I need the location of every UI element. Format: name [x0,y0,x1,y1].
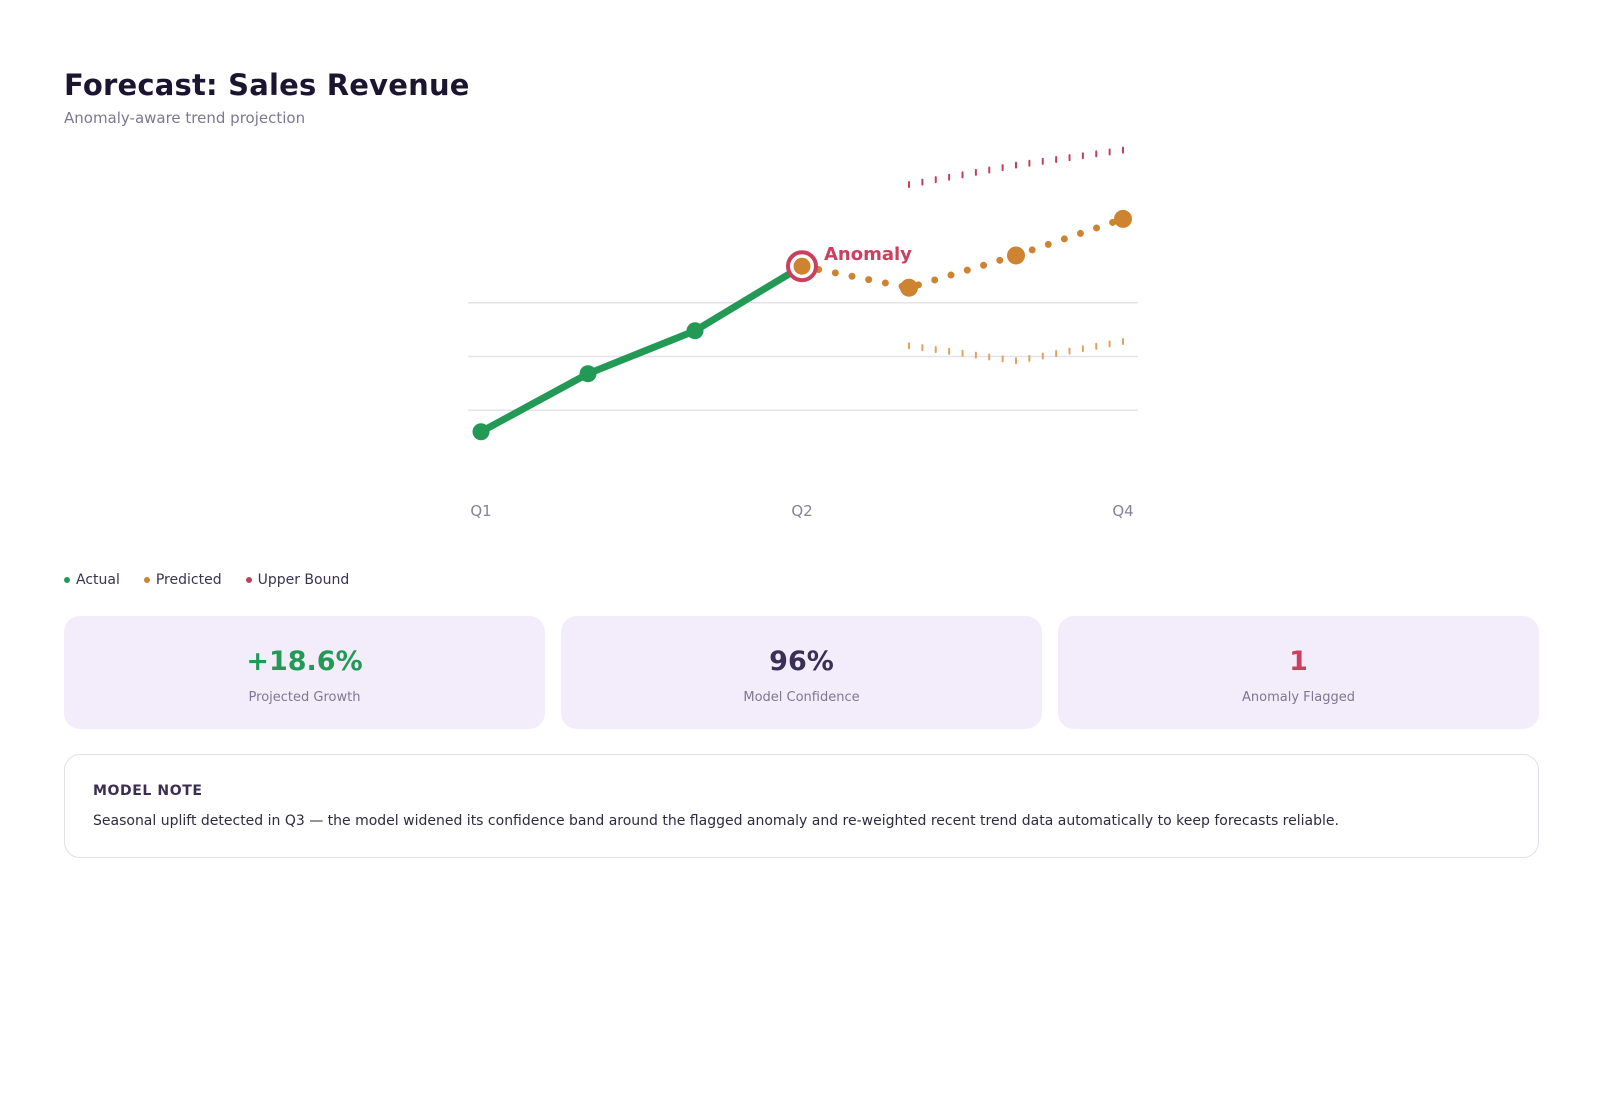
anomaly-label: Anomaly [824,244,912,265]
page-subtitle: Anomaly-aware trend projection [64,109,306,127]
legend-item-actual: Actual [64,572,120,588]
actual-point-0 [472,423,490,441]
legend-label-predicted: Predicted [155,572,222,588]
x-tick-label-q4: Q4 [1112,502,1133,520]
x-tick-label-q1: Q1 [470,502,491,520]
legend-item-upper-bound: Upper Bound [245,572,350,588]
legend-label-upper-bound: Upper Bound [257,572,350,588]
legend-dot-actual [64,577,70,583]
legend-label-actual: Actual [76,572,120,588]
actual-point-1 [579,365,597,383]
predicted-point-2 [1007,246,1025,265]
forecast-chart: Q1 Q2 Q4 Anomaly [468,146,1138,520]
predicted-point-1 [900,278,918,297]
metric-card-confidence: 96% Model Confidence [561,616,1042,729]
actual-point-2 [686,322,704,340]
actual-series-line [477,262,806,436]
metric-value-confidence: 96% [769,646,834,677]
metric-label-growth: Projected Growth [248,690,361,705]
metric-label-anomaly: Anomaly Flagged [1242,690,1355,705]
metric-label-confidence: Model Confidence [743,690,860,705]
legend-item-predicted: Predicted [143,572,222,588]
model-note-text: Seasonal uplift detected in Q3 — the mod… [93,813,1339,829]
page-title: Forecast: Sales Revenue [64,68,470,102]
predicted-point-3 [1114,209,1132,228]
metric-value-anomaly: 1 [1289,646,1308,677]
legend-dot-upper-bound [245,577,252,583]
metric-card-anomaly: 1 Anomaly Flagged [1058,616,1539,729]
legend-dot-predicted [143,577,150,583]
metric-value-growth: +18.6% [246,646,363,677]
model-note-title: MODEL NOTE [93,783,203,799]
metric-card-growth: +18.6% Projected Growth [64,616,545,729]
x-tick-label-q2: Q2 [791,502,812,520]
chart-legend: Actual Predicted Upper Bound [64,572,349,588]
model-note-card: MODEL NOTE Seasonal uplift detected in Q… [64,754,1539,858]
anomaly-point [793,257,811,275]
